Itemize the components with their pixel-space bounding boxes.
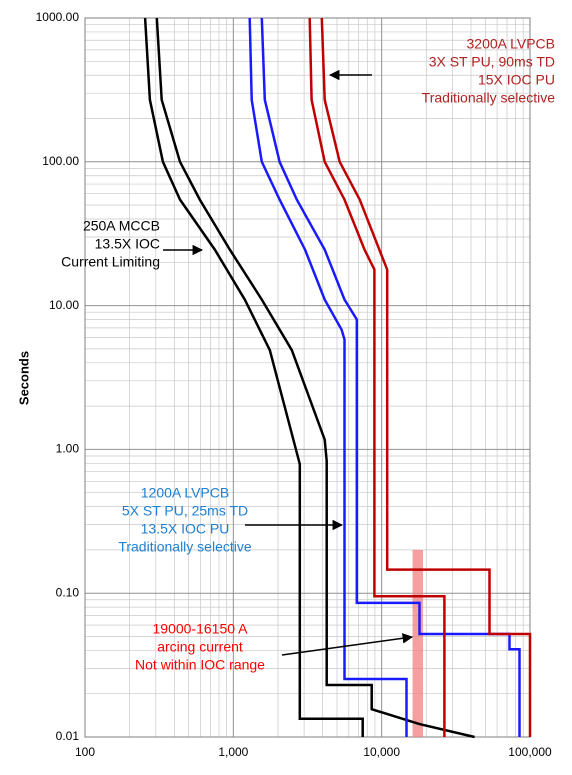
curve bbox=[320, 17, 532, 737]
annotation: 3X ST PU, 90ms TD bbox=[429, 54, 555, 70]
y-tick-label: 1.00 bbox=[56, 442, 80, 456]
curve bbox=[260, 17, 521, 737]
annotation: Not within IOC range bbox=[135, 657, 265, 673]
annotation: 13.5X IOC bbox=[95, 236, 160, 252]
annotation: 3200A LVPCB bbox=[467, 36, 555, 52]
annotation: 250A MCCB bbox=[83, 218, 160, 234]
x-tick-label: 10,000 bbox=[363, 745, 400, 759]
y-tick-label: 0.10 bbox=[56, 585, 80, 599]
y-tick-label: 100.00 bbox=[42, 154, 79, 168]
x-tick-label: 1,000 bbox=[218, 745, 248, 759]
x-tick-label: 100 bbox=[75, 745, 95, 759]
annotation: 13.5X IOC PU bbox=[141, 521, 230, 537]
curve bbox=[155, 17, 475, 739]
y-tick-label: 1000.00 bbox=[36, 10, 80, 24]
annotation: 15X IOC PU bbox=[478, 72, 555, 88]
x-tick-label: 100,000 bbox=[508, 745, 552, 759]
y-tick-label: 10.00 bbox=[49, 298, 79, 312]
annotation: Traditionally selective bbox=[118, 539, 252, 555]
curve bbox=[308, 17, 446, 737]
y-axis-label: Seconds bbox=[16, 351, 31, 405]
annotation: Traditionally selective bbox=[422, 90, 556, 106]
curve bbox=[143, 17, 364, 737]
annotation: 1200A LVPCB bbox=[141, 485, 229, 501]
annotation: arcing current bbox=[157, 639, 243, 655]
annotation: 19000-16150 A bbox=[153, 621, 249, 637]
plot-border bbox=[84, 17, 531, 738]
annotation: 5X ST PU, 25ms TD bbox=[122, 503, 248, 519]
y-tick-label: 0.01 bbox=[56, 729, 80, 743]
curve bbox=[248, 17, 408, 737]
annotation-arrow bbox=[281, 633, 414, 656]
arcing-band bbox=[412, 549, 424, 737]
annotation: Current Limiting bbox=[61, 254, 160, 270]
